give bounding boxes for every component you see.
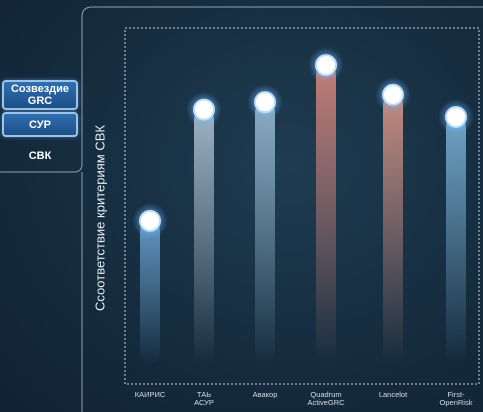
tab-sur[interactable]: СУР — [2, 112, 78, 137]
x-tick-1: ТАЬ АСУР — [194, 390, 214, 407]
tab-sozvezdie-grc[interactable]: Созвездие GRC — [2, 80, 78, 110]
beam-4 — [383, 94, 403, 364]
data-point-0[interactable] — [139, 209, 161, 232]
data-point-5[interactable] — [445, 106, 467, 128]
data-point-3[interactable] — [315, 54, 337, 77]
x-tick-4: Lancelot — [378, 390, 408, 399]
beam-3 — [316, 65, 336, 364]
data-point-1[interactable] — [193, 98, 215, 121]
beam-1 — [194, 109, 214, 364]
beam-5 — [446, 117, 466, 364]
x-tick-2: Авакор — [252, 390, 278, 399]
y-axis-label: Ссоответствие критериям СВК — [92, 125, 108, 311]
data-point-4[interactable] — [382, 83, 404, 106]
plot-area — [124, 27, 480, 385]
beam-2 — [255, 102, 275, 365]
data-point-2[interactable] — [254, 91, 276, 114]
dots-layer — [132, 47, 474, 239]
beams-layer — [140, 65, 466, 365]
tab-svk[interactable]: СВК — [28, 150, 52, 162]
beam-0 — [140, 220, 160, 364]
x-tick-5: First- OpenRisk — [439, 390, 473, 407]
content-panel-border — [0, 6, 483, 173]
x-tick-0: КАИРИС — [134, 390, 166, 399]
x-tick-3: Quadrum ActiveGRC — [307, 390, 345, 407]
